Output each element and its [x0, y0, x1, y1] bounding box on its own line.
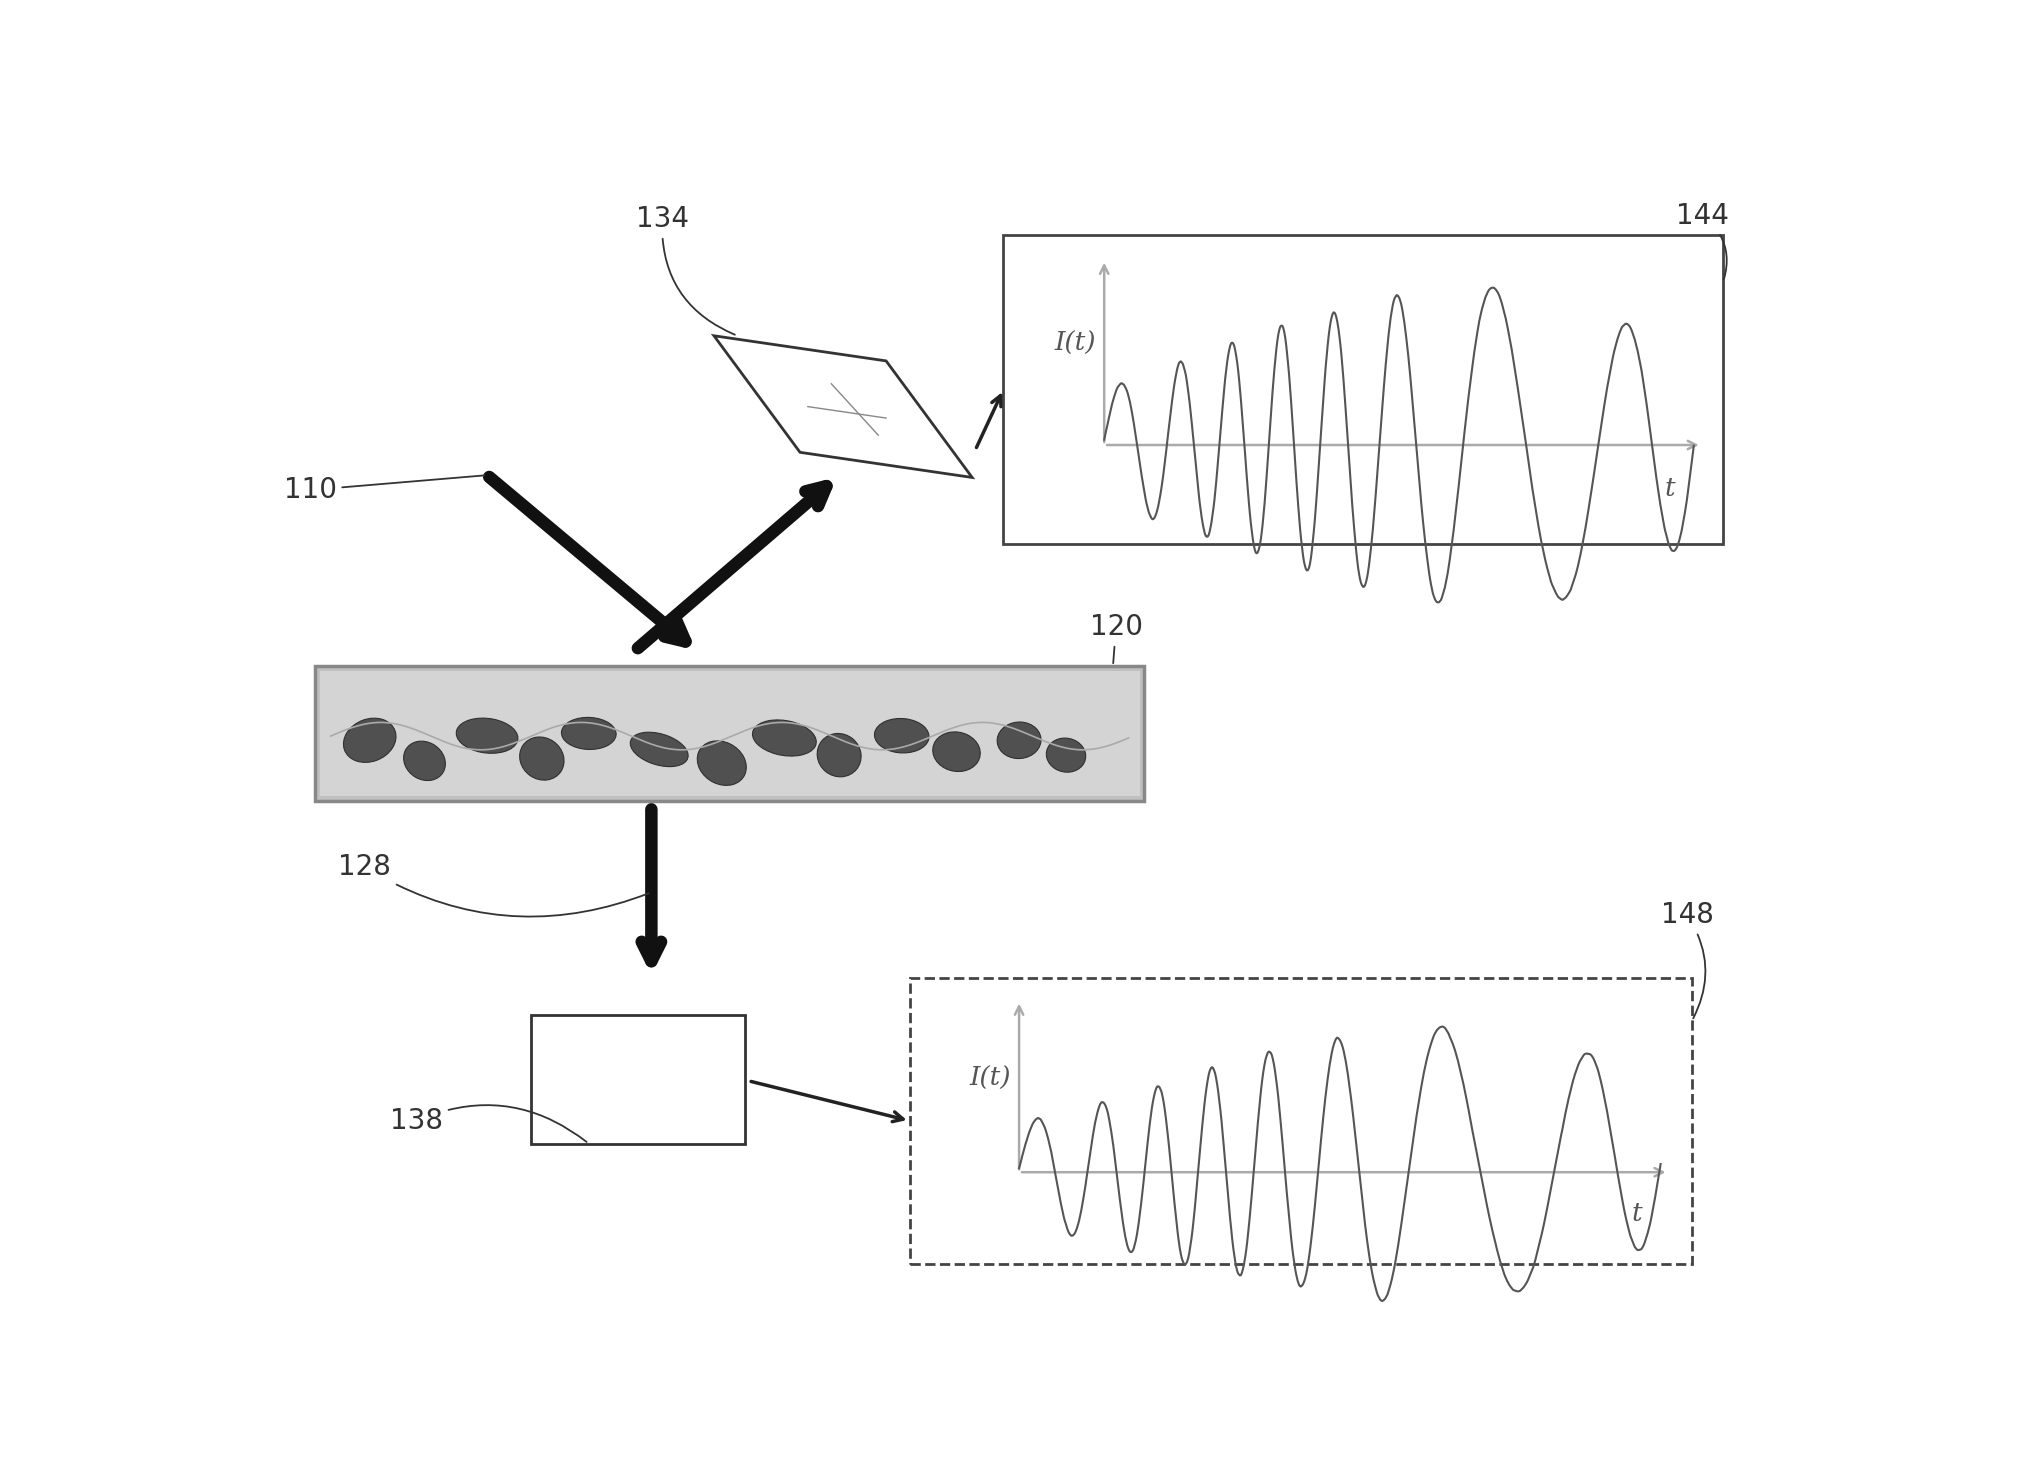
Text: 144: 144 — [1676, 202, 1728, 279]
Ellipse shape — [404, 741, 446, 781]
Text: I(t): I(t) — [1054, 331, 1096, 356]
Ellipse shape — [519, 738, 563, 781]
Ellipse shape — [1046, 738, 1086, 772]
Ellipse shape — [874, 718, 929, 752]
Text: 124: 124 — [699, 696, 751, 723]
Bar — [319, 671, 1139, 797]
Ellipse shape — [697, 741, 747, 785]
Ellipse shape — [343, 718, 396, 763]
Ellipse shape — [456, 718, 519, 754]
Ellipse shape — [997, 723, 1042, 758]
Text: 128: 128 — [339, 853, 648, 917]
Ellipse shape — [753, 720, 816, 755]
Bar — [315, 666, 1145, 801]
Ellipse shape — [630, 732, 688, 767]
Text: 138: 138 — [390, 1106, 588, 1141]
Ellipse shape — [933, 732, 981, 772]
Text: 120: 120 — [1090, 613, 1143, 663]
Bar — [909, 978, 1692, 1264]
Text: I(t): I(t) — [969, 1066, 1012, 1091]
Text: 134: 134 — [636, 205, 735, 335]
Text: t: t — [1631, 1201, 1643, 1226]
Text: 110: 110 — [283, 475, 485, 505]
Text: 148: 148 — [1660, 901, 1714, 1018]
Ellipse shape — [561, 717, 616, 749]
Bar — [1003, 234, 1722, 543]
Ellipse shape — [818, 733, 862, 776]
Text: t: t — [1666, 476, 1676, 502]
